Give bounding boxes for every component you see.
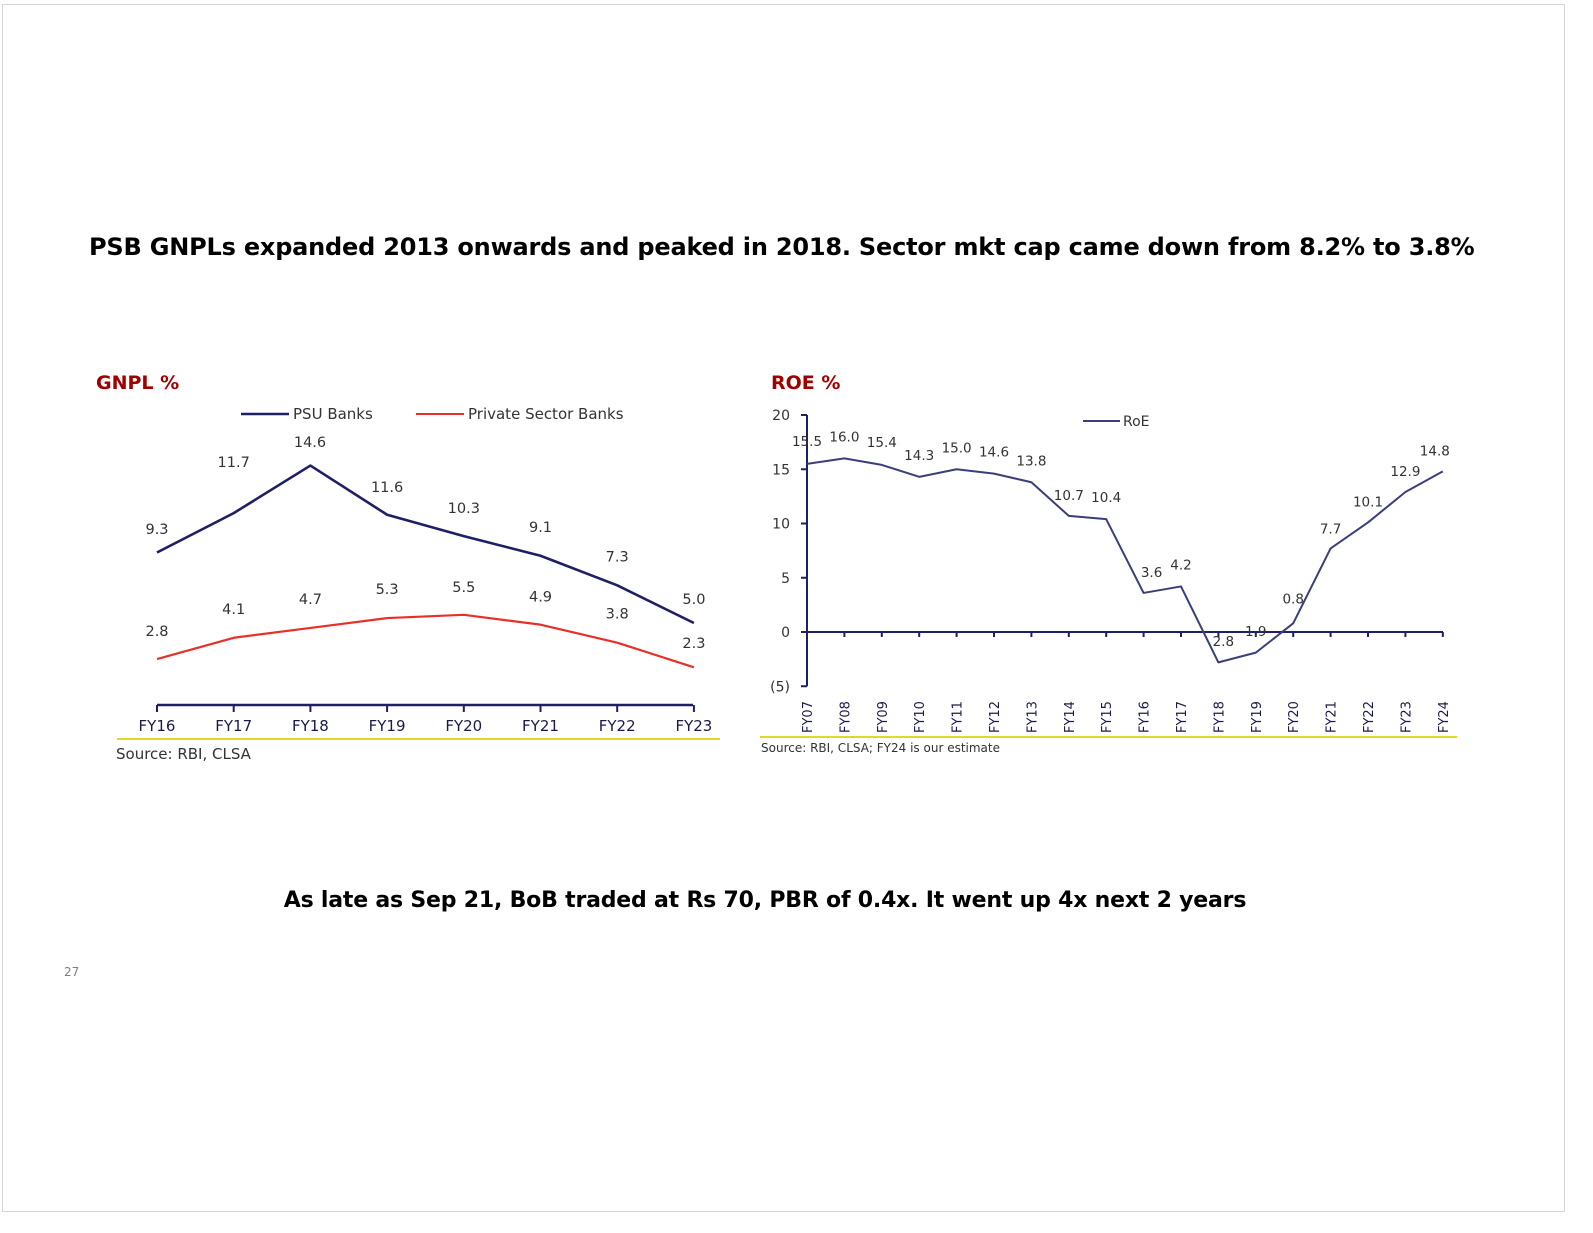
roe-chart-label: ROE % (771, 372, 841, 394)
roe-y-tick-label: 5 (781, 571, 790, 587)
private-data-label: 5.3 (376, 582, 399, 598)
gnpl-x-tick-label: FY22 (599, 717, 636, 735)
psu-data-label: 14.6 (294, 435, 326, 451)
roe-x-tick-label: FY19 (1250, 701, 1265, 733)
roe-data-label: 14.8 (1420, 443, 1450, 459)
roe-data-label: 1.9 (1245, 624, 1266, 640)
roe-data-label: 15.0 (942, 440, 972, 456)
legend-private-label: Private Sector Banks (468, 405, 624, 423)
roe-x-tick-label: FY22 (1362, 701, 1377, 733)
roe-x-tick-label: FY07 (801, 701, 816, 733)
gnpl-chart: PSU Banks Private Sector Banks FY16 FY17 FY1… (116, 405, 720, 763)
legend-roe-label: RoE (1123, 414, 1150, 430)
gnpl-x-tick-label: FY19 (369, 717, 406, 735)
private-data-label: 2.3 (682, 636, 705, 652)
roe-x-tick-label: FY12 (988, 701, 1003, 733)
roe-x-tick-label: FY23 (1399, 701, 1414, 733)
slide-title: PSB GNPLs expanded 2013 onwards and peak… (89, 233, 1475, 261)
gnpl-source: Source: RBI, CLSA (116, 745, 252, 763)
gnpl-x-tick-label: FY18 (292, 717, 329, 735)
roe-x-tick-label: FY17 (1175, 701, 1190, 733)
psu-series-line (156, 464, 695, 625)
roe-data-label: 13.8 (1016, 453, 1046, 469)
roe-data-label: 12.9 (1390, 464, 1420, 480)
gnpl-x-tick-label: FY17 (215, 717, 252, 735)
private-data-label: 4.7 (299, 592, 322, 608)
psu-data-label: 7.3 (606, 549, 629, 565)
roe-x-tick-label: FY09 (876, 701, 891, 733)
roe-data-label: 2.8 (1213, 634, 1234, 650)
psu-data-label: 9.1 (529, 520, 552, 536)
roe-x-tick-label: FY11 (951, 701, 966, 733)
psu-data-label: 11.6 (371, 480, 403, 496)
roe-data-label: 14.6 (979, 445, 1009, 461)
roe-data-label: 14.3 (904, 448, 934, 464)
roe-y-tick-label: 20 (772, 408, 790, 424)
roe-series-line (806, 457, 1444, 664)
roe-x-tick-label: FY14 (1063, 701, 1078, 733)
gnpl-x-tick-label: FY21 (522, 717, 559, 735)
private-data-label: 3.8 (606, 607, 629, 623)
roe-data-label: 16.0 (829, 429, 859, 445)
page-number: 27 (64, 965, 80, 979)
private-series-line (156, 613, 695, 669)
roe-source: Source: RBI, CLSA; FY24 is our estimate (761, 741, 1000, 755)
gnpl-chart-label: GNPL % (96, 372, 180, 394)
roe-data-label: 0.8 (1282, 591, 1303, 607)
roe-chart: RoE 20 15 10 5 0 (5) FY07 FY08 FY09 FY10 FY11 FY12 FY… (760, 408, 1457, 755)
private-data-label: 5.5 (452, 580, 475, 596)
psu-data-label: 9.3 (145, 522, 168, 538)
roe-x-tick-label: FY16 (1138, 701, 1153, 733)
roe-x-tick-label: FY10 (913, 701, 928, 733)
roe-data-label: 7.7 (1320, 521, 1341, 537)
roe-x-tick-label: FY13 (1025, 701, 1040, 733)
psu-data-label: 11.7 (218, 455, 250, 471)
roe-y-tick-label: 10 (772, 517, 790, 533)
slide-caption: As late as Sep 21, BoB traded at Rs 70, … (283, 888, 1247, 913)
legend-psu-label: PSU Banks (293, 405, 373, 423)
roe-data-label: 10.7 (1054, 488, 1084, 504)
roe-y-tick-label: (5) (770, 679, 790, 695)
gnpl-x-tick-label: FY20 (445, 717, 482, 735)
roe-x-tick-label: FY08 (838, 701, 853, 733)
roe-x-tick-label: FY18 (1212, 701, 1227, 733)
roe-x-tick-label: FY20 (1287, 701, 1302, 733)
gnpl-x-tick-label: FY23 (675, 717, 712, 735)
roe-y-tick-label: 15 (772, 462, 790, 478)
roe-y-tick-label: 0 (781, 625, 790, 641)
roe-x-tick-label: FY24 (1437, 701, 1452, 733)
psu-data-label: 10.3 (448, 501, 480, 517)
psu-data-label: 5.0 (682, 592, 705, 608)
gnpl-x-tick-label: FY16 (139, 717, 176, 735)
roe-data-label: 10.4 (1091, 490, 1121, 506)
roe-data-label: 10.1 (1353, 494, 1383, 510)
private-data-label: 2.8 (145, 624, 168, 640)
roe-data-label: 4.2 (1170, 557, 1191, 573)
private-data-label: 4.9 (529, 590, 552, 606)
roe-data-label: 15.4 (867, 435, 897, 451)
roe-x-tick-label: FY21 (1325, 701, 1340, 733)
slide (2, 4, 1565, 1212)
private-data-label: 4.1 (222, 602, 245, 618)
roe-x-tick-label: FY15 (1100, 701, 1115, 733)
roe-data-label: 3.6 (1141, 565, 1162, 581)
roe-data-label: 15.5 (792, 434, 822, 450)
